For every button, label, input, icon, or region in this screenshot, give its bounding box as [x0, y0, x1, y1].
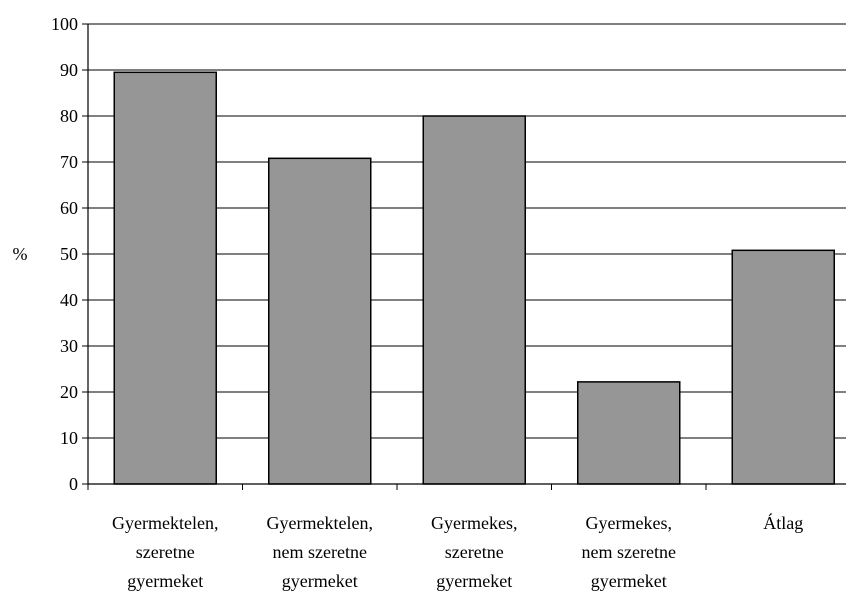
- bars: [113, 71, 835, 485]
- axes: [82, 23, 846, 490]
- x-category-label-line: gyermeket: [282, 571, 358, 591]
- y-tick-label: 100: [51, 14, 78, 34]
- y-axis-title: %: [13, 244, 28, 264]
- y-tick-label: 0: [69, 474, 78, 494]
- x-category-label-line: Gyermekes,: [586, 513, 672, 533]
- x-category-label: Gyermektelen, nem szeretne gyermeket: [267, 513, 373, 591]
- y-tick-label: 10: [60, 428, 78, 448]
- x-category-label-line: Gyermekes,: [431, 513, 517, 533]
- x-category-label: Gyermekes, nem szeretne gyermeket: [582, 513, 676, 591]
- x-category-label-line: Átlag: [763, 512, 803, 533]
- y-tick-label: 70: [60, 152, 78, 172]
- bar: [268, 157, 372, 485]
- x-category-label-line: Gyermektelen,: [112, 513, 218, 533]
- y-tick-label: 90: [60, 60, 78, 80]
- x-category-label-line: szeretne: [136, 542, 195, 562]
- bar: [422, 115, 526, 485]
- x-category-label-line: gyermeket: [591, 571, 667, 591]
- x-category-label-line: gyermeket: [127, 571, 203, 591]
- y-tick-label: 60: [60, 198, 78, 218]
- x-category-label-line: nem szeretne: [582, 542, 676, 562]
- x-category-label: Gyermektelen, szeretne gyermeket: [112, 513, 218, 591]
- y-tick-label: 20: [60, 382, 78, 402]
- x-category-label-line: gyermeket: [436, 571, 512, 591]
- y-tick-label: 40: [60, 290, 78, 310]
- x-category-labels: Gyermektelen, szeretne gyermeketGyermektel…: [112, 512, 803, 591]
- y-tick-label: 80: [60, 106, 78, 126]
- x-category-label-line: szeretne: [445, 542, 504, 562]
- y-tick-label: 30: [60, 336, 78, 356]
- bar: [731, 249, 835, 485]
- x-category-label: Átlag: [763, 512, 803, 533]
- x-category-label: Gyermekes, szeretne gyermeket: [431, 513, 517, 591]
- y-tick-labels: 0 10 20 30 40 50 60 70 80 90 100: [51, 14, 78, 494]
- bar: [113, 71, 217, 485]
- x-category-label-line: Gyermektelen,: [267, 513, 373, 533]
- bar: [577, 381, 681, 485]
- x-category-label-line: nem szeretne: [273, 542, 367, 562]
- y-tick-label: 50: [60, 244, 78, 264]
